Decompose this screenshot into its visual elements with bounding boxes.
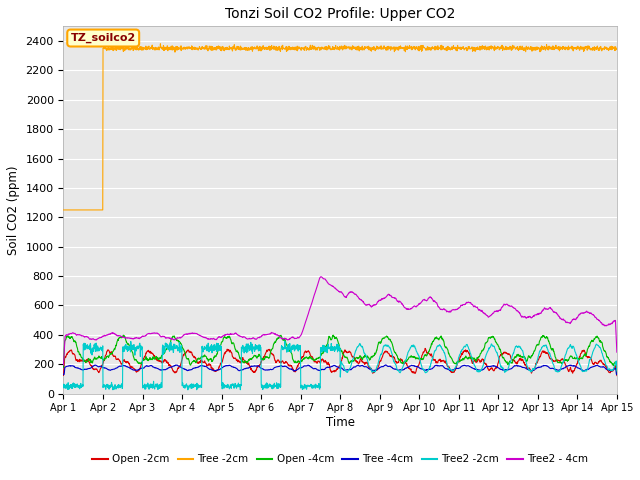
Title: Tonzi Soil CO2 Profile: Upper CO2: Tonzi Soil CO2 Profile: Upper CO2 bbox=[225, 7, 455, 21]
Text: TZ_soilco2: TZ_soilco2 bbox=[70, 33, 136, 43]
X-axis label: Time: Time bbox=[326, 416, 355, 429]
Y-axis label: Soil CO2 (ppm): Soil CO2 (ppm) bbox=[7, 165, 20, 255]
Legend: Open -2cm, Tree -2cm, Open -4cm, Tree -4cm, Tree2 -2cm, Tree2 - 4cm: Open -2cm, Tree -2cm, Open -4cm, Tree -4… bbox=[88, 450, 593, 468]
